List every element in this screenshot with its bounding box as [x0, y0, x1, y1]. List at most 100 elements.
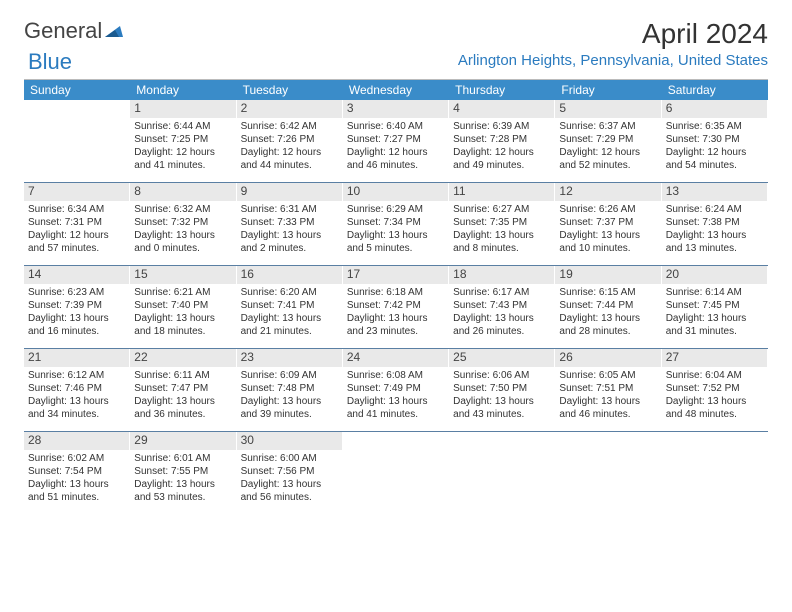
day-number: 28: [24, 432, 129, 450]
day-info: Sunrise: 6:26 AMSunset: 7:37 PMDaylight:…: [559, 203, 656, 255]
day-number: [343, 432, 448, 450]
day-number: 17: [343, 266, 448, 284]
day-info: Sunrise: 6:39 AMSunset: 7:28 PMDaylight:…: [453, 120, 550, 172]
calendar-cell: 13 Sunrise: 6:24 AMSunset: 7:38 PMDayligh…: [662, 183, 768, 265]
day-info: Sunrise: 6:35 AMSunset: 7:30 PMDaylight:…: [666, 120, 763, 172]
calendar-cell: 29 Sunrise: 6:01 AMSunset: 7:55 PMDayligh…: [130, 432, 236, 514]
day-number: 8: [130, 183, 235, 201]
logo-mark-icon: [105, 23, 123, 37]
day-info: Sunrise: 6:14 AMSunset: 7:45 PMDaylight:…: [666, 286, 763, 338]
day-info: Sunrise: 6:04 AMSunset: 7:52 PMDaylight:…: [666, 369, 763, 421]
location-subtitle: Arlington Heights, Pennsylvania, United …: [458, 52, 768, 69]
day-number: 4: [449, 100, 554, 118]
calendar-cell: 15Sunrise: 6:21 AMSunset: 7:40 PMDayligh…: [130, 266, 236, 348]
calendar-cell: 4 Sunrise: 6:39 AMSunset: 7:28 PMDaylight…: [449, 100, 555, 182]
day-info: Sunrise: 6:05 AMSunset: 7:51 PMDaylight:…: [559, 369, 656, 421]
day-number: 7: [24, 183, 129, 201]
day-number: [449, 432, 554, 450]
day-number: 30: [237, 432, 342, 450]
day-number: 27: [662, 349, 767, 367]
calendar-cell: 14 Sunrise: 6:23 AMSunset: 7:39 PMDayligh…: [24, 266, 130, 348]
calendar-cell: 21 Sunrise: 6:12 AMSunset: 7:46 PMDayligh…: [24, 349, 130, 431]
day-info: Sunrise: 6:44 AMSunset: 7:25 PMDaylight:…: [134, 120, 231, 172]
day-header: Thursday: [449, 80, 555, 100]
calendar-cell: 3Sunrise: 6:40 AMSunset: 7:27 PMDaylight…: [343, 100, 449, 182]
day-number: 2: [237, 100, 342, 118]
day-header: Monday: [130, 80, 236, 100]
calendar-cell: [662, 432, 768, 514]
calendar-cell: 23 Sunrise: 6:09 AMSunset: 7:48 PMDayligh…: [237, 349, 343, 431]
calendar-cell: 26 Sunrise: 6:05 AMSunset: 7:51 PMDayligh…: [555, 349, 661, 431]
day-number: 26: [555, 349, 660, 367]
day-number: 25: [449, 349, 554, 367]
day-info: Sunrise: 6:37 AMSunset: 7:29 PMDaylight:…: [559, 120, 656, 172]
day-number: 6: [662, 100, 767, 118]
day-info: Sunrise: 6:09 AMSunset: 7:48 PMDaylight:…: [241, 369, 338, 421]
calendar-cell: 6 Sunrise: 6:35 AMSunset: 7:30 PMDaylight…: [662, 100, 768, 182]
day-info: Sunrise: 6:02 AMSunset: 7:54 PMDaylight:…: [28, 452, 125, 504]
title-block: April 2024 Arlington Heights, Pennsylvan…: [458, 18, 768, 69]
calendar-cell: [449, 432, 555, 514]
day-number: 22: [130, 349, 235, 367]
day-info: Sunrise: 6:32 AMSunset: 7:32 PMDaylight:…: [134, 203, 231, 255]
calendar-cell: 8 Sunrise: 6:32 AMSunset: 7:32 PMDaylight…: [130, 183, 236, 265]
calendar-cell: [24, 100, 130, 182]
calendar-cell: 30 Sunrise: 6:00 AMSunset: 7:56 PMDayligh…: [237, 432, 343, 514]
calendar-grid: SundayMondayTuesdayWednesdayThursdayFrid…: [24, 79, 768, 514]
day-number: 9: [237, 183, 342, 201]
page-title: April 2024: [458, 18, 768, 50]
day-number: [662, 432, 767, 450]
calendar-cell: 28 Sunrise: 6:02 AMSunset: 7:54 PMDayligh…: [24, 432, 130, 514]
day-number: 14: [24, 266, 129, 284]
day-number: 12: [555, 183, 660, 201]
day-info: Sunrise: 6:29 AMSunset: 7:34 PMDaylight:…: [347, 203, 444, 255]
day-header: Saturday: [662, 80, 768, 100]
day-number: [555, 432, 660, 450]
calendar-cell: 11Sunrise: 6:27 AMSunset: 7:35 PMDayligh…: [449, 183, 555, 265]
day-header: Friday: [555, 80, 661, 100]
day-info: Sunrise: 6:17 AMSunset: 7:43 PMDaylight:…: [453, 286, 550, 338]
calendar-cell: 12 Sunrise: 6:26 AMSunset: 7:37 PMDayligh…: [555, 183, 661, 265]
calendar-cell: 1Sunrise: 6:44 AMSunset: 7:25 PMDaylight…: [130, 100, 236, 182]
day-info: Sunrise: 6:01 AMSunset: 7:55 PMDaylight:…: [134, 452, 231, 504]
calendar-cell: 17Sunrise: 6:18 AMSunset: 7:42 PMDayligh…: [343, 266, 449, 348]
day-info: Sunrise: 6:08 AMSunset: 7:49 PMDaylight:…: [347, 369, 444, 421]
day-header: Sunday: [24, 80, 130, 100]
calendar-cell: [343, 432, 449, 514]
calendar-cell: 20 Sunrise: 6:14 AMSunset: 7:45 PMDayligh…: [662, 266, 768, 348]
calendar-cell: 2 Sunrise: 6:42 AMSunset: 7:26 PMDaylight…: [237, 100, 343, 182]
day-info: Sunrise: 6:12 AMSunset: 7:46 PMDaylight:…: [28, 369, 125, 421]
day-number: 16: [237, 266, 342, 284]
day-number: 23: [237, 349, 342, 367]
calendar-cell: 5 Sunrise: 6:37 AMSunset: 7:29 PMDaylight…: [555, 100, 661, 182]
calendar-cell: 10 Sunrise: 6:29 AMSunset: 7:34 PMDayligh…: [343, 183, 449, 265]
calendar-cell: 24Sunrise: 6:08 AMSunset: 7:49 PMDayligh…: [343, 349, 449, 431]
day-info: Sunrise: 6:31 AMSunset: 7:33 PMDaylight:…: [241, 203, 338, 255]
day-header: Tuesday: [237, 80, 343, 100]
day-number: 20: [662, 266, 767, 284]
day-info: Sunrise: 6:21 AMSunset: 7:40 PMDaylight:…: [134, 286, 231, 338]
day-info: Sunrise: 6:40 AMSunset: 7:27 PMDaylight:…: [347, 120, 444, 172]
day-number: 13: [662, 183, 767, 201]
calendar-cell: 16 Sunrise: 6:20 AMSunset: 7:41 PMDayligh…: [237, 266, 343, 348]
day-number: 21: [24, 349, 129, 367]
day-number: 29: [130, 432, 235, 450]
calendar-cell: 18Sunrise: 6:17 AMSunset: 7:43 PMDayligh…: [449, 266, 555, 348]
day-number: 11: [449, 183, 554, 201]
day-info: Sunrise: 6:24 AMSunset: 7:38 PMDaylight:…: [666, 203, 763, 255]
header: General April 2024 Arlington Heights, Pe…: [24, 18, 768, 69]
calendar-cell: 7Sunrise: 6:34 AMSunset: 7:31 PMDaylight…: [24, 183, 130, 265]
day-info: Sunrise: 6:00 AMSunset: 7:56 PMDaylight:…: [241, 452, 338, 504]
day-number: 19: [555, 266, 660, 284]
day-info: Sunrise: 6:42 AMSunset: 7:26 PMDaylight:…: [241, 120, 338, 172]
day-number: 5: [555, 100, 660, 118]
day-info: Sunrise: 6:11 AMSunset: 7:47 PMDaylight:…: [134, 369, 231, 421]
calendar-cell: 19Sunrise: 6:15 AMSunset: 7:44 PMDayligh…: [555, 266, 661, 348]
day-number: 10: [343, 183, 448, 201]
day-info: Sunrise: 6:23 AMSunset: 7:39 PMDaylight:…: [28, 286, 125, 338]
day-number: [24, 100, 129, 118]
day-info: Sunrise: 6:20 AMSunset: 7:41 PMDaylight:…: [241, 286, 338, 338]
logo: General: [24, 18, 125, 44]
calendar-cell: 9 Sunrise: 6:31 AMSunset: 7:33 PMDaylight…: [237, 183, 343, 265]
logo-text-2: Blue: [28, 49, 72, 75]
